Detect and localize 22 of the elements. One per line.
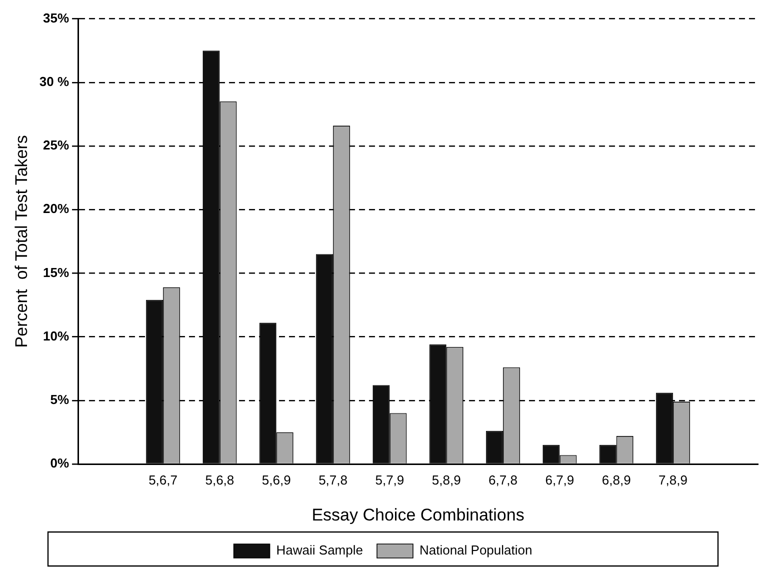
y-tick-label: 5% bbox=[50, 392, 70, 407]
y-tick-label: 20% bbox=[43, 201, 70, 216]
y-tick-label: 0% bbox=[50, 456, 70, 471]
y-tick-label: 35% bbox=[43, 10, 70, 26]
x-tick-label: 5,7,9 bbox=[375, 472, 404, 488]
y-tick-label: 30 % bbox=[39, 74, 70, 89]
x-tick-label: 6,7,9 bbox=[545, 472, 574, 488]
x-tick-label: 5,6,8 bbox=[205, 472, 234, 488]
x-tick-label: 6,7,8 bbox=[488, 472, 518, 488]
legend-label: National Population bbox=[419, 542, 532, 558]
legend-label: Hawaii Sample bbox=[276, 542, 363, 558]
y-tick-label: 15% bbox=[43, 264, 70, 280]
y-axis-title: Percent of Total Test Takers bbox=[12, 135, 31, 348]
x-tick-label: 5,8,9 bbox=[432, 472, 461, 488]
x-tick-label: 5,6,7 bbox=[148, 472, 178, 488]
x-tick-label: 7,8,9 bbox=[658, 472, 688, 488]
x-tick-label: 6,8,9 bbox=[602, 472, 631, 488]
x-axis-title: Essay Choice Combinations bbox=[312, 505, 524, 524]
x-tick-label: 5,6,9 bbox=[262, 472, 291, 488]
y-tick-label: 10% bbox=[43, 328, 70, 344]
y-tick-label: 25% bbox=[43, 138, 70, 153]
x-tick-label: 5,7,8 bbox=[318, 472, 348, 488]
